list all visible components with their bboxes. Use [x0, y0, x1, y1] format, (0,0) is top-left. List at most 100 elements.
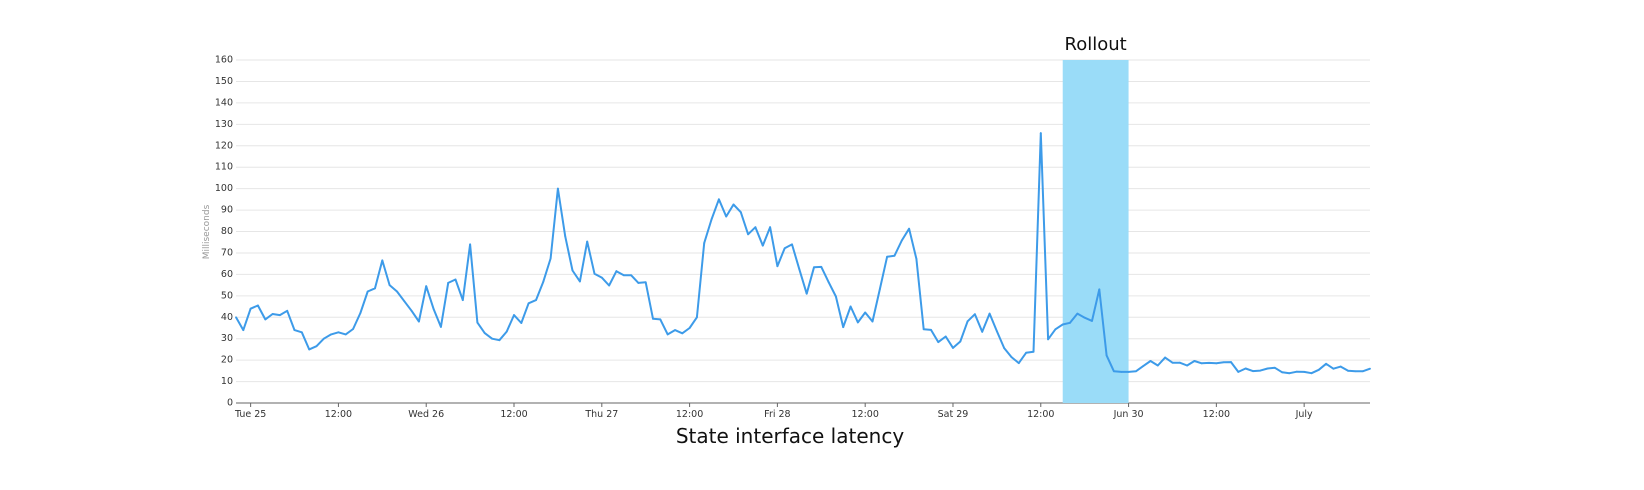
data-point [871, 320, 874, 323]
data-point [520, 322, 523, 324]
y-tick-label: 150 [215, 76, 233, 87]
data-point [644, 281, 647, 284]
data-point [1200, 362, 1203, 365]
data-point [600, 276, 603, 279]
y-tick-label: 30 [221, 333, 233, 344]
data-point [666, 333, 669, 336]
data-point [1105, 354, 1108, 357]
data-point [944, 335, 947, 338]
data-point [1120, 371, 1123, 373]
y-tick-label: 110 [215, 162, 233, 173]
data-point [1354, 370, 1357, 373]
data-point [352, 328, 354, 330]
data-point [922, 328, 925, 331]
data-point [300, 331, 303, 334]
data-point [1091, 319, 1093, 322]
data-point [1193, 360, 1196, 362]
data-point [1186, 364, 1188, 367]
data-point [937, 341, 940, 344]
x-tick-label: 12:00 [1027, 409, 1054, 420]
data-point [930, 328, 932, 331]
data-point [988, 312, 991, 315]
chart-title: State interface latency [676, 424, 904, 448]
data-point [696, 316, 698, 319]
y-tick-label: 40 [221, 312, 233, 323]
data-point [1156, 364, 1159, 367]
latency-line [235, 132, 1371, 375]
x-tick-label: Sat 29 [938, 409, 969, 420]
data-point [1347, 369, 1349, 372]
y-tick-label: 100 [215, 183, 233, 194]
data-point [542, 280, 545, 283]
data-point [308, 348, 311, 351]
data-point [1230, 361, 1232, 363]
data-point [842, 326, 845, 329]
data-point [754, 226, 757, 229]
y-tick-label: 130 [215, 119, 233, 130]
data-point [344, 333, 347, 336]
y-tick-label: 140 [215, 97, 233, 108]
data-point [1164, 356, 1167, 359]
data-point [388, 284, 391, 286]
data-point [593, 272, 596, 275]
data-point [1317, 368, 1320, 371]
data-point [900, 239, 903, 242]
data-point [798, 268, 801, 271]
data-point [608, 284, 611, 287]
y-tick-label: 80 [221, 226, 233, 237]
data-point [1222, 361, 1225, 364]
data-point [1244, 367, 1247, 370]
data-point [1039, 132, 1042, 135]
y-axis-ticks: 0 10 20 30 40 50 60 70 80 90 100 110 120 130 140 150 160 [215, 55, 233, 409]
data-point [761, 244, 764, 247]
data-point [681, 332, 684, 335]
data-point [1215, 362, 1218, 365]
data-point [1142, 365, 1145, 368]
data-point [981, 330, 984, 333]
x-tick-label: Jun 30 [1113, 409, 1144, 420]
data-point [1303, 371, 1306, 373]
data-point [739, 211, 742, 214]
data-point [710, 218, 713, 221]
data-point [659, 318, 662, 321]
data-point [732, 203, 735, 206]
y-tick-label: 90 [221, 205, 233, 216]
data-point [776, 265, 779, 268]
data-point [527, 302, 530, 305]
data-point [622, 274, 625, 277]
data-point [557, 187, 559, 190]
data-point [315, 345, 318, 348]
data-point [366, 290, 369, 293]
data-point [1281, 371, 1284, 374]
data-point [893, 254, 896, 257]
data-point [1134, 370, 1137, 373]
data-point [1025, 351, 1028, 354]
data-point [1332, 367, 1335, 370]
data-point [1369, 367, 1371, 370]
data-point [1310, 372, 1313, 375]
data-point [1339, 365, 1342, 368]
y-tick-label: 10 [221, 376, 233, 387]
annotation-bands: Rollout [1062, 34, 1129, 403]
data-point [878, 288, 881, 291]
data-point [264, 318, 267, 321]
data-point [652, 317, 654, 320]
data-point [461, 299, 464, 301]
data-point [805, 292, 808, 295]
data-point [483, 332, 486, 335]
y-tick-label: 50 [221, 290, 233, 301]
data-point [908, 227, 910, 230]
x-tick-label: 12:00 [851, 409, 878, 420]
data-point [564, 235, 567, 238]
x-tick-label: 12:00 [1203, 409, 1230, 420]
data-point [717, 198, 720, 201]
data-point [337, 331, 340, 334]
data-point [849, 305, 852, 308]
data-point [586, 240, 589, 243]
data-point [505, 330, 508, 333]
x-tick-label: 12:00 [676, 409, 703, 420]
data-point [454, 278, 457, 281]
data-point [886, 255, 889, 258]
data-point [856, 321, 859, 324]
